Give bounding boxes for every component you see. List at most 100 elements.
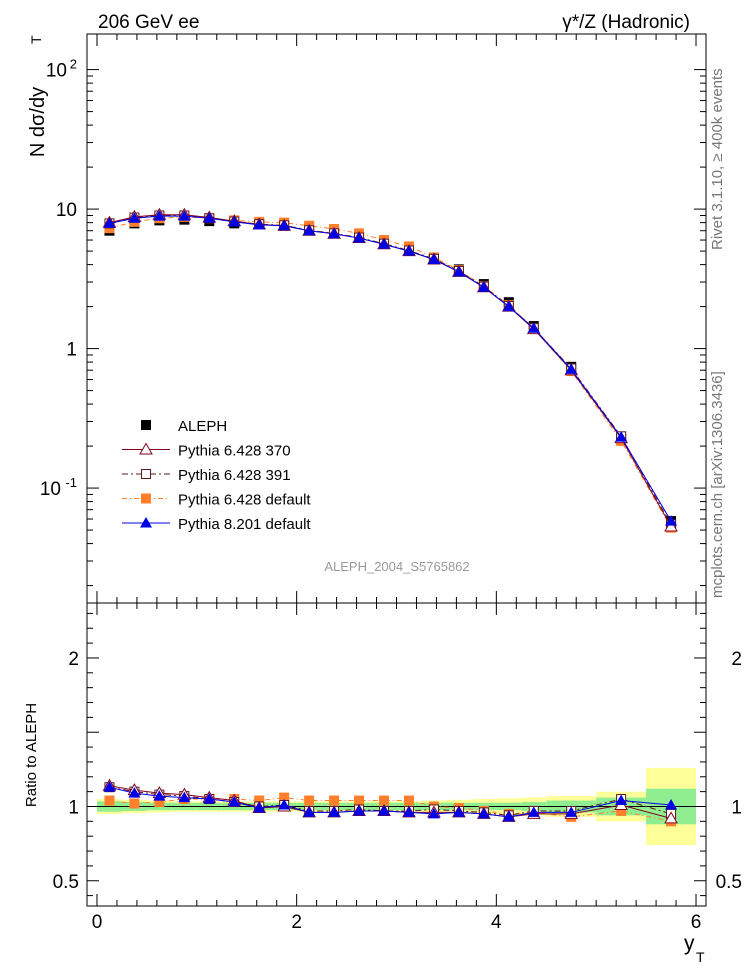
- data-point-p8def: [103, 217, 116, 228]
- ratio-y-tick-label: 1: [68, 797, 79, 818]
- legend-label: Pythia 8.201 default: [178, 516, 311, 533]
- x-tick-label: 4: [491, 912, 502, 933]
- ratio-panel: 0.5 0.5 1 1 2 2 0 2 4 6yT Ratio to ALEPH: [23, 602, 742, 965]
- x-tick-label: 6: [691, 912, 702, 933]
- ratio-y-tick-label: 2: [68, 649, 79, 670]
- ratio-point-p8def: [203, 793, 216, 804]
- data-point-p8def: [565, 363, 578, 374]
- legend-marker: [140, 517, 152, 528]
- data-point-p8def: [502, 300, 515, 312]
- legend-marker: [139, 442, 153, 455]
- ratio-point-p8def: [527, 806, 540, 817]
- ratio-y-tick-label-right: 2: [731, 649, 742, 670]
- ratio-point-p6def: [254, 795, 265, 806]
- ratio-point-p8def: [353, 804, 366, 816]
- data-point-p8def: [253, 218, 266, 230]
- ratio-series-p8def: [103, 781, 678, 822]
- data-point-p8def: [203, 212, 216, 223]
- data-point-p8def: [278, 219, 291, 231]
- ratio-y-tick-label: 0.5: [53, 872, 79, 893]
- data-point-p370: [664, 519, 678, 532]
- legend-entry: Pythia 6.428 default: [122, 492, 311, 509]
- ratio-point-p8def: [565, 806, 578, 817]
- data-point-p8def: [452, 265, 465, 277]
- process-label: γ*/Z (Hadronic): [562, 12, 690, 33]
- ratio-frame: [86, 602, 707, 907]
- legend-marker: [141, 420, 151, 430]
- y-tick-exponent: 2: [70, 57, 77, 72]
- ratio-y-tick-label-right: 0.5: [716, 872, 742, 893]
- ratio-point-p8def: [228, 796, 241, 807]
- y-tick-exponent: -1: [65, 475, 77, 490]
- data-point-p8def: [615, 431, 628, 442]
- ratio-point-p6def: [129, 798, 140, 809]
- series-p8def: [103, 210, 678, 526]
- ratio-point-p6def: [616, 805, 627, 816]
- ratio-point-p8def: [502, 810, 515, 822]
- data-point-p8def: [303, 224, 316, 236]
- ratio-point-p8def: [452, 806, 465, 817]
- data-point-p8def: [477, 281, 490, 292]
- x-tick-label: 0: [92, 912, 103, 933]
- data-point-p8def: [353, 232, 366, 243]
- ratio-point-p8def: [178, 791, 191, 803]
- ratio-point-p8def: [615, 794, 628, 806]
- ratio-point-p8def: [665, 799, 678, 810]
- ratio-point-p8def: [328, 806, 341, 817]
- ratio-point-p8def: [103, 781, 116, 792]
- ratio-point-p8def: [278, 799, 291, 810]
- ratio-point-p6def: [279, 792, 290, 803]
- series-p6def: [104, 211, 677, 533]
- ratio-y-tick-label-right: 1: [731, 797, 742, 818]
- data-point-p8def: [378, 238, 391, 249]
- data-point-p8def: [527, 322, 540, 333]
- energy-label: 206 GeV ee: [98, 12, 199, 33]
- ratio-point-p370: [664, 811, 678, 824]
- legend-entry: Pythia 6.428 391: [122, 467, 291, 484]
- data-point-p8def: [665, 515, 678, 526]
- data-point-p8def: [228, 215, 241, 227]
- ratio-point-p6def: [154, 797, 165, 808]
- ratio-point-p6def: [379, 795, 390, 806]
- y-axis-label: N dσ/dy: [27, 87, 49, 157]
- data-point-p8def: [427, 253, 440, 265]
- ratio-point-p8def: [378, 804, 391, 816]
- legend-entry: ALEPH: [141, 418, 227, 435]
- legend-label: Pythia 6.428 391: [178, 467, 291, 484]
- ratio-point-p8def: [303, 806, 316, 817]
- y-tick-label: 10: [56, 200, 77, 221]
- ratio-point-p8def: [477, 807, 490, 819]
- analysis-label: ALEPH_2004_S5765862: [324, 559, 469, 574]
- legend-label: Pythia 6.428 370: [178, 443, 291, 460]
- mcplots-label: mcplots.cern.ch [arXiv:1306.3436]: [709, 371, 726, 598]
- x-tick-label: 2: [291, 912, 302, 933]
- data-point-p8def: [328, 227, 341, 239]
- ratio-point-p8def: [153, 790, 166, 801]
- ratio-point-p8def: [402, 806, 415, 817]
- ratio-point-p8def: [427, 807, 440, 819]
- legend-label: Pythia 6.428 default: [178, 492, 311, 509]
- rivet-label: Rivet 3.1.10, ≥ 400k events: [709, 68, 726, 250]
- y-axis-label-sub: T: [28, 35, 44, 44]
- legend-entry: Pythia 8.201 default: [122, 516, 311, 533]
- legend-marker: [141, 493, 151, 504]
- ratio-point-p8def: [128, 787, 141, 798]
- ratio-point-p8def: [253, 801, 266, 813]
- x-axis-label-sub: T: [696, 949, 705, 965]
- legend-entry: Pythia 6.428 370: [122, 442, 291, 460]
- ratio-point-p6def: [304, 795, 315, 806]
- y-tick-label: 1: [66, 340, 77, 361]
- y-tick-label: 10: [46, 61, 67, 82]
- ratio-point-p6def: [354, 795, 365, 806]
- data-point-p8def: [402, 245, 415, 256]
- data-point-p8def: [128, 212, 141, 223]
- data-point-p8def: [153, 210, 166, 221]
- ratio-point-p6def: [104, 795, 115, 806]
- y-tick-label: 10: [40, 479, 61, 500]
- ratio-y-axis-label: Ratio to ALEPH: [23, 703, 40, 807]
- data-point-p8def: [178, 210, 191, 221]
- legend-label: ALEPH: [178, 418, 227, 435]
- x-axis-label: y: [684, 932, 695, 955]
